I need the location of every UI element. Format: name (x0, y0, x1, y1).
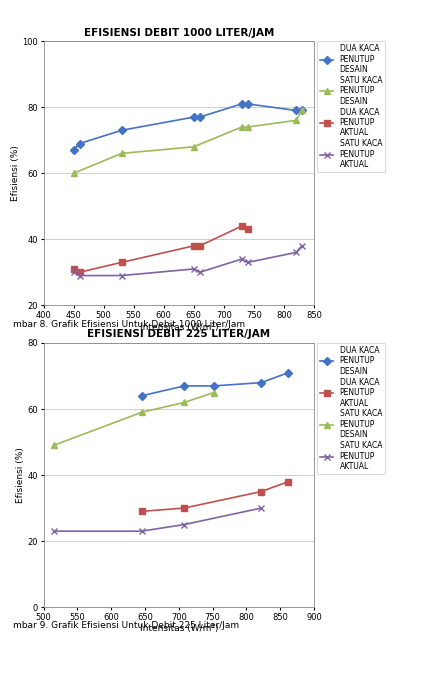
SATU KACA
PENUTUP
AKTUAL (181, 521, 187, 529)
SATU KACA
PENUTUP
DESAIN (71, 169, 76, 178)
SATU KACA
PENUTUP
AKTUAL (71, 268, 76, 276)
Text: mbar 9. Grafik Efisiensi Untuk Debit 225 Liter/Jam: mbar 9. Grafik Efisiensi Untuk Debit 225… (13, 621, 239, 630)
DUA KACA
PENUTUP
AKTUAL (139, 507, 144, 515)
Title: EFISIENSI DEBIT 225 LITER/JAM: EFISIENSI DEBIT 225 LITER/JAM (87, 329, 270, 340)
X-axis label: Intensitas (W/m²): Intensitas (W/m²) (140, 322, 218, 331)
SATU KACA
PENUTUP
DESAIN (239, 123, 245, 131)
SATU KACA
PENUTUP
DESAIN (119, 150, 124, 158)
DUA KACA
PENUTUP
AKTUAL (245, 225, 250, 233)
DUA KACA
PENUTUP
DESAIN (77, 139, 82, 147)
DUA KACA
PENUTUP
DESAIN (71, 146, 76, 154)
DUA KACA
PENUTUP
DESAIN (239, 99, 245, 108)
DUA KACA
PENUTUP
AKTUAL (119, 258, 124, 266)
SATU KACA
PENUTUP
AKTUAL (197, 268, 202, 276)
SATU KACA
PENUTUP
DESAIN (139, 408, 144, 416)
Line: DUA KACA
PENUTUP
AKTUAL: DUA KACA PENUTUP AKTUAL (139, 479, 291, 514)
Line: SATU KACA
PENUTUP
DESAIN: SATU KACA PENUTUP DESAIN (50, 389, 218, 449)
SATU KACA
PENUTUP
AKTUAL (245, 258, 250, 266)
Line: DUA KACA
PENUTUP
DESAIN: DUA KACA PENUTUP DESAIN (139, 370, 291, 399)
DUA KACA
PENUTUP
DESAIN (293, 106, 299, 115)
SATU KACA
PENUTUP
AKTUAL (239, 255, 245, 263)
SATU KACA
PENUTUP
DESAIN (51, 441, 56, 449)
SATU KACA
PENUTUP
DESAIN (293, 117, 299, 125)
Text: p: p (13, 17, 19, 27)
Text: mbar 8. Grafik Efisiensi Untuk Debit 1000 Liter/Jam: mbar 8. Grafik Efisiensi Untuk Debit 100… (13, 320, 245, 329)
SATU KACA
PENUTUP
AKTUAL (139, 527, 144, 535)
DUA KACA
PENUTUP
DESAIN (259, 379, 264, 387)
DUA KACA
PENUTUP
AKTUAL (239, 222, 245, 230)
SATU KACA
PENUTUP
AKTUAL (299, 241, 304, 250)
DUA KACA
PENUTUP
DESAIN (139, 392, 144, 400)
DUA KACA
PENUTUP
DESAIN (299, 106, 304, 115)
DUA KACA
PENUTUP
DESAIN (286, 368, 291, 377)
Line: SATU KACA
PENUTUP
DESAIN: SATU KACA PENUTUP DESAIN (70, 107, 305, 177)
SATU KACA
PENUTUP
AKTUAL (119, 272, 124, 280)
SATU KACA
PENUTUP
DESAIN (245, 123, 250, 131)
DUA KACA
PENUTUP
DESAIN (197, 113, 202, 121)
SATU KACA
PENUTUP
AKTUAL (51, 527, 56, 535)
DUA KACA
PENUTUP
AKTUAL (259, 488, 264, 496)
Line: SATU KACA
PENUTUP
AKTUAL: SATU KACA PENUTUP AKTUAL (70, 242, 305, 279)
SATU KACA
PENUTUP
DESAIN (211, 388, 217, 397)
Legend: DUA KACA
PENUTUP
DESAIN, DUA KACA
PENUTUP
AKTUAL, SATU KACA
PENUTUP
DESAIN, SATU: DUA KACA PENUTUP DESAIN, DUA KACA PENUTU… (317, 343, 385, 474)
SATU KACA
PENUTUP
DESAIN (191, 143, 196, 151)
DUA KACA
PENUTUP
DESAIN (245, 99, 250, 108)
SATU KACA
PENUTUP
AKTUAL (293, 248, 299, 257)
DUA KACA
PENUTUP
AKTUAL (181, 504, 187, 512)
Title: EFISIENSI DEBIT 1000 LITER/JAM: EFISIENSI DEBIT 1000 LITER/JAM (84, 27, 274, 38)
SATU KACA
PENUTUP
AKTUAL (77, 272, 82, 280)
DUA KACA
PENUTUP
AKTUAL (71, 265, 76, 273)
Line: DUA KACA
PENUTUP
DESAIN: DUA KACA PENUTUP DESAIN (71, 101, 305, 153)
DUA KACA
PENUTUP
AKTUAL (197, 241, 202, 250)
SATU KACA
PENUTUP
DESAIN (299, 106, 304, 115)
SATU KACA
PENUTUP
DESAIN (181, 399, 187, 407)
Y-axis label: Efisiensi (%): Efisiensi (%) (10, 145, 20, 201)
DUA KACA
PENUTUP
DESAIN (191, 113, 196, 121)
Line: DUA KACA
PENUTUP
AKTUAL: DUA KACA PENUTUP AKTUAL (71, 223, 251, 275)
X-axis label: Intensitas (W/m²): Intensitas (W/m²) (140, 624, 218, 633)
SATU KACA
PENUTUP
AKTUAL (191, 265, 196, 273)
Line: SATU KACA
PENUTUP
AKTUAL: SATU KACA PENUTUP AKTUAL (50, 505, 265, 534)
DUA KACA
PENUTUP
DESAIN (181, 382, 187, 390)
DUA KACA
PENUTUP
AKTUAL (191, 241, 196, 250)
DUA KACA
PENUTUP
AKTUAL (77, 268, 82, 276)
Y-axis label: Efisiensi (%): Efisiensi (%) (16, 447, 25, 503)
SATU KACA
PENUTUP
AKTUAL (259, 504, 264, 512)
DUA KACA
PENUTUP
AKTUAL (286, 477, 291, 486)
Legend: DUA KACA
PENUTUP
DESAIN, SATU KACA
PENUTUP
DESAIN, DUA KACA
PENUTUP
AKTUAL, SATU: DUA KACA PENUTUP DESAIN, SATU KACA PENUT… (317, 41, 385, 172)
DUA KACA
PENUTUP
DESAIN (119, 126, 124, 134)
DUA KACA
PENUTUP
DESAIN (211, 382, 217, 390)
